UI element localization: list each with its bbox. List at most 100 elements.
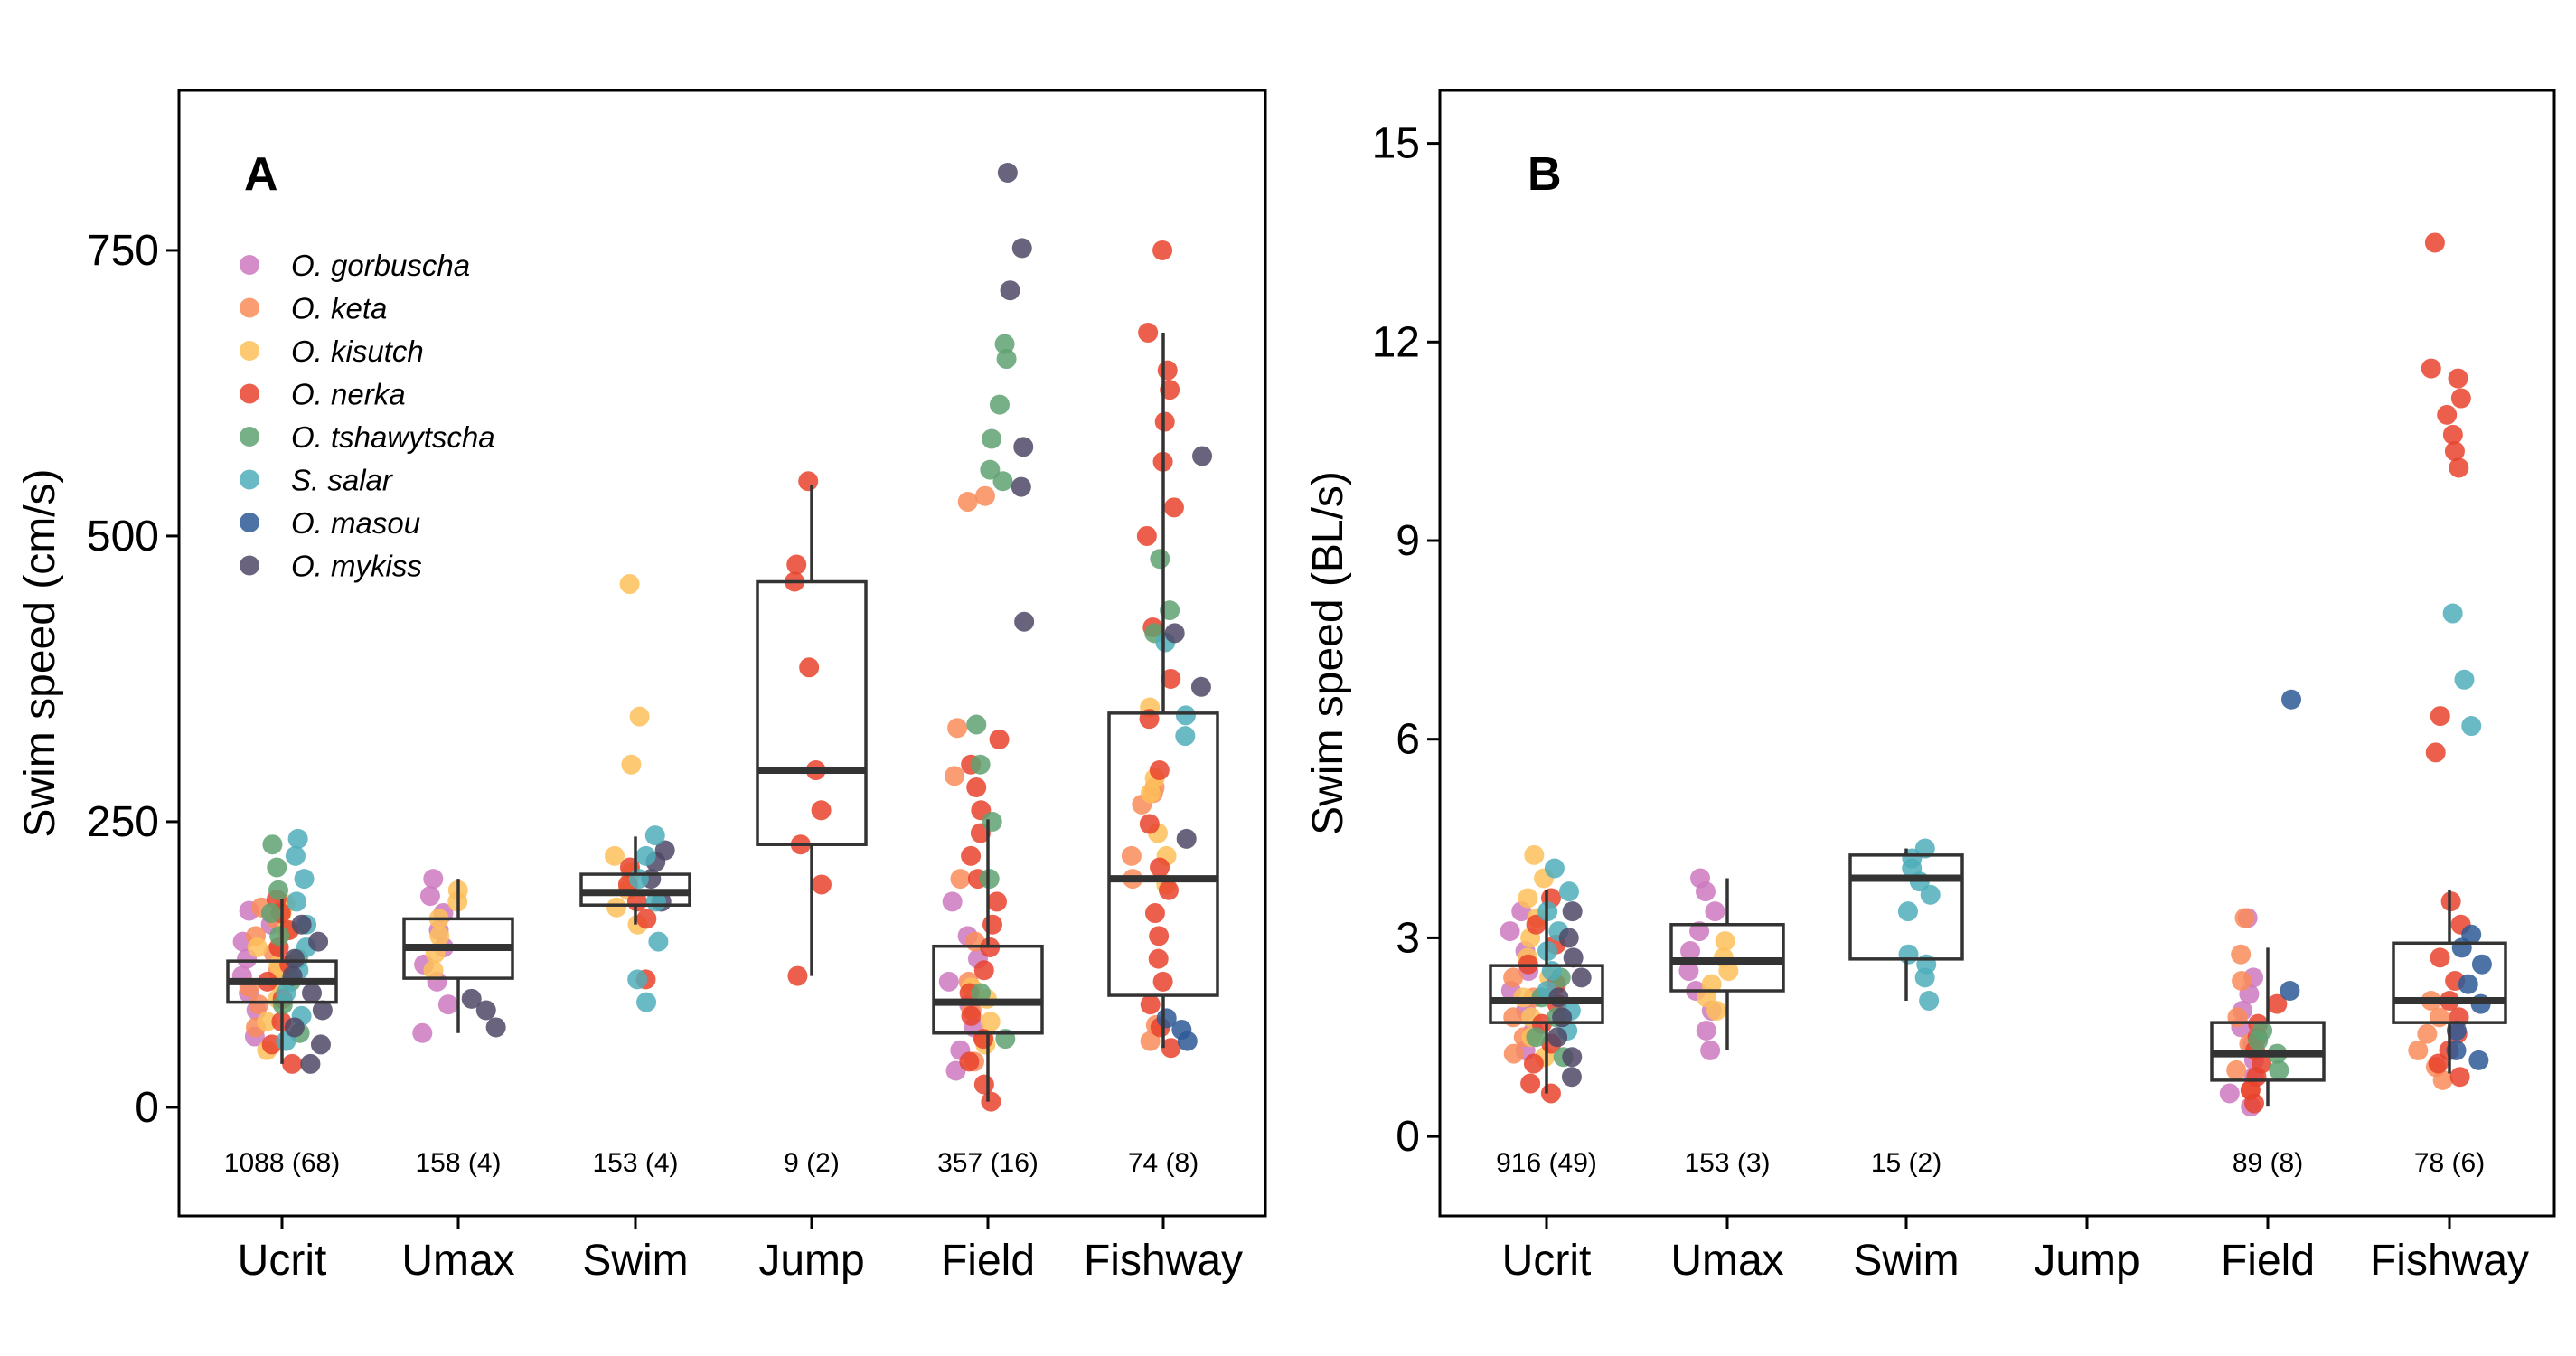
point-umax-o-gorbuscha <box>437 994 458 1015</box>
point-field-o-nerka <box>989 729 1010 749</box>
point-umax-o-gorbuscha <box>1690 868 1711 889</box>
point-umax-o-mykiss <box>485 1017 506 1038</box>
box-jump <box>756 485 868 976</box>
point-field-o-nerka <box>981 1091 1001 1112</box>
point-field-o-masou <box>2280 981 2300 1001</box>
point-fishway-o-nerka <box>2430 947 2450 968</box>
point-fishway-o-masou <box>2446 1040 2467 1060</box>
point-swim-s-salar <box>648 931 669 952</box>
point-field-o-nerka <box>961 845 982 866</box>
point-swim-s-salar <box>1919 990 1940 1011</box>
y-tick-label: 3 <box>1396 914 1420 962</box>
y-axis-label: Swim speed (BL/s) <box>1304 471 1352 835</box>
count-label-umax: 158 (4) <box>415 1148 501 1178</box>
y-tick-label: 250 <box>87 798 159 846</box>
point-fishway-o-nerka <box>1163 497 1184 518</box>
legend-label-s-salar: S. salar <box>291 464 394 497</box>
box-field <box>932 819 1044 1102</box>
point-jump-o-nerka <box>798 471 819 492</box>
x-tick-label-swim: Swim <box>1853 1237 1959 1285</box>
point-field-o-tshawytscha <box>2269 1059 2289 1080</box>
point-field-o-mykiss <box>997 163 1018 184</box>
x-tick-label-fishway: Fishway <box>2370 1237 2529 1285</box>
point-umax-o-gorbuscha <box>1705 901 1725 922</box>
point-fishway-o-keta <box>1121 845 1142 866</box>
point-field-o-mykiss <box>1011 476 1031 497</box>
point-jump-o-nerka <box>799 657 820 678</box>
point-fishway-o-nerka <box>1150 857 1170 878</box>
point-umax-o-gorbuscha <box>412 1022 433 1043</box>
legend-label-o-keta: O. keta <box>291 292 387 325</box>
point-fishway-o-nerka <box>2437 404 2458 425</box>
point-fishway-o-masou <box>2458 974 2478 994</box>
count-label-fishway: 78 (6) <box>2414 1148 2485 1178</box>
point-fishway-o-nerka <box>2448 368 2468 389</box>
point-fishway-o-nerka <box>1152 971 1173 992</box>
legend-label-o-gorbuscha: O. gorbuscha <box>291 249 470 282</box>
point-fishway-o-nerka <box>1140 994 1161 1015</box>
point-field-o-tshawytscha <box>989 394 1010 415</box>
box-iqr <box>1848 853 1964 961</box>
point-ucrit-o-mykiss <box>1561 1067 1582 1088</box>
point-fishway-o-nerka <box>1161 1038 1181 1059</box>
point-fishway-s-salar <box>1175 705 1196 726</box>
panel-b: 0 3 6 9 12 15 Ucrit Umax Swim Jump Field Fishway Swi… <box>1304 89 2556 1285</box>
point-field-o-nerka <box>959 1051 980 1072</box>
point-fishway-o-nerka <box>1136 525 1157 546</box>
point-ucrit-o-tshawytscha <box>267 857 287 878</box>
y-tick-label: 0 <box>1396 1113 1420 1161</box>
box-iqr <box>1489 964 1604 1024</box>
plot-frame <box>1438 89 2556 1218</box>
point-field-o-tshawytscha <box>992 471 1013 492</box>
point-ucrit-o-nerka <box>1526 914 1547 935</box>
point-umax-o-kisutch <box>1715 931 1735 952</box>
point-ucrit-o-nerka <box>282 1053 303 1074</box>
point-swim-s-salar <box>628 869 649 890</box>
count-label-field: 357 (16) <box>937 1148 1039 1178</box>
point-field-o-nerka <box>2267 993 2288 1014</box>
box-swim <box>1848 848 1964 1001</box>
point-jump-o-nerka <box>786 554 807 575</box>
point-ucrit-o-tshawytscha <box>1526 1027 1547 1048</box>
point-swim-o-kisutch <box>621 754 642 775</box>
point-fishway-o-nerka <box>2421 358 2441 379</box>
x-tick-label-field: Field <box>2221 1237 2315 1285</box>
point-umax-o-gorbuscha <box>1680 941 1701 962</box>
point-fishway-s-salar <box>1175 726 1196 747</box>
point-fishway-s-salar <box>2442 603 2463 624</box>
point-field-o-tshawytscha <box>982 811 1002 832</box>
point-swim-s-salar <box>635 845 656 866</box>
point-field-o-tshawytscha <box>971 983 992 1003</box>
point-swim-o-kisutch <box>629 706 650 727</box>
point-field-o-keta <box>2232 971 2252 992</box>
point-fishway-o-masou <box>1156 1008 1177 1029</box>
y-axis-label: Swim speed (cm/s) <box>16 468 64 837</box>
point-ucrit-o-nerka <box>1520 1073 1541 1094</box>
legend-swatch-o-nerka <box>240 383 259 404</box>
point-field-o-nerka <box>973 960 994 981</box>
count-label-field: 89 (8) <box>2233 1148 2303 1178</box>
point-jump-o-nerka <box>811 800 832 821</box>
point-umax-o-kisutch <box>1701 974 1722 994</box>
point-swim-o-kisutch <box>605 845 625 866</box>
count-label-jump: 9 (2) <box>784 1148 840 1178</box>
point-field-o-tshawytscha <box>2252 1020 2273 1041</box>
point-umax-o-gorbuscha <box>1678 961 1699 982</box>
point-jump-o-nerka <box>787 965 808 986</box>
point-fishway-o-keta <box>2408 1040 2429 1060</box>
point-fishway-o-nerka <box>1152 240 1173 260</box>
point-swim-s-salar <box>627 969 648 990</box>
x-tick-label-fishway: Fishway <box>1084 1237 1243 1285</box>
point-fishway-o-masou <box>1171 1019 1192 1040</box>
x-tick-label-field: Field <box>941 1237 1035 1285</box>
point-field-o-kisutch <box>980 1012 1001 1032</box>
point-ucrit-o-mykiss <box>1558 928 1579 948</box>
point-fishway-o-nerka <box>1139 814 1160 834</box>
point-swim-o-nerka <box>636 909 657 929</box>
point-field-o-keta <box>945 766 965 786</box>
point-fishway-o-keta <box>2417 1023 2438 1044</box>
point-umax-o-gorbuscha <box>1696 1020 1716 1041</box>
point-fishway-o-nerka <box>2430 706 2450 727</box>
point-ucrit-s-salar <box>1541 961 1562 982</box>
